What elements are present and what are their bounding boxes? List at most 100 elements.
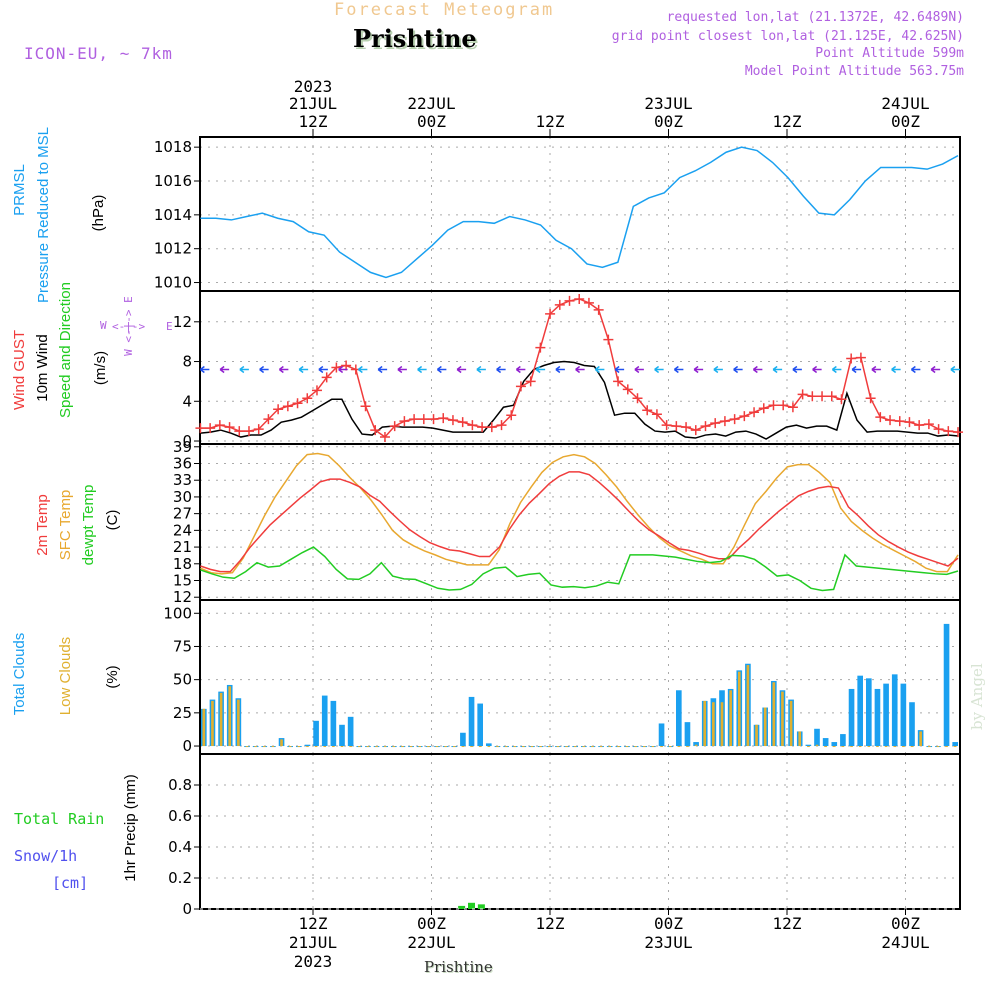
low-cloud-bar bbox=[729, 690, 732, 747]
wind-arrow bbox=[654, 365, 664, 374]
gust-marker bbox=[409, 414, 420, 425]
y-tick-label: 24 bbox=[173, 521, 192, 539]
low-cloud-bar bbox=[850, 746, 853, 748]
low-cloud-bar bbox=[470, 746, 473, 748]
label-2m-temp: 2m Temp bbox=[34, 494, 51, 555]
low-cloud-bar bbox=[323, 746, 327, 748]
gust-marker bbox=[719, 416, 730, 427]
top-time-date: 24JUL bbox=[881, 94, 929, 113]
gust-marker bbox=[506, 410, 517, 421]
low-cloud-bar bbox=[556, 746, 560, 748]
wind-arrow bbox=[239, 365, 249, 374]
low-cloud-bar bbox=[712, 702, 715, 747]
gust-marker bbox=[622, 384, 633, 395]
gust-marker bbox=[545, 308, 556, 319]
total-cloud-bar bbox=[866, 678, 872, 747]
gust-marker bbox=[865, 393, 876, 404]
label-prmsl: PRMSL bbox=[11, 164, 28, 216]
location-title: Prishtine bbox=[353, 24, 477, 53]
wind-arrow bbox=[693, 365, 704, 374]
wind-arrow bbox=[772, 365, 783, 374]
wind-arrow bbox=[792, 365, 802, 374]
top-time-hour: 00Z bbox=[891, 112, 920, 131]
gust-marker bbox=[690, 425, 701, 436]
gust-marker bbox=[477, 422, 488, 433]
total-cloud-bar bbox=[831, 742, 838, 747]
low-cloud-bar bbox=[427, 746, 430, 748]
gust-marker bbox=[515, 381, 526, 392]
point-altitude: Point Altitude 599m bbox=[815, 46, 964, 61]
gust-marker bbox=[370, 425, 381, 436]
gust-marker bbox=[768, 400, 779, 411]
y-tick-label: 36 bbox=[173, 455, 192, 473]
gust-marker bbox=[603, 334, 614, 345]
low-cloud-bar bbox=[625, 746, 629, 748]
temp-2m-line bbox=[200, 471, 959, 573]
gust-marker bbox=[826, 391, 837, 402]
low-cloud-bar bbox=[737, 671, 741, 747]
low-cloud-bar bbox=[383, 746, 387, 748]
gust-marker bbox=[564, 295, 575, 306]
y-tick-label: 1014 bbox=[154, 206, 192, 224]
gust-marker bbox=[438, 413, 449, 424]
grid-coords: grid point closest lon,lat (21.125E, 42.… bbox=[611, 29, 964, 44]
wind-arrow bbox=[259, 365, 269, 374]
low-cloud-bar bbox=[573, 746, 577, 748]
low-cloud-bar bbox=[642, 746, 646, 748]
gust-marker bbox=[739, 411, 750, 422]
label-ms: (m/s) bbox=[92, 351, 109, 385]
gust-marker bbox=[661, 420, 672, 431]
bottom-time-hour: 12Z bbox=[299, 914, 328, 933]
low-cloud-bar bbox=[651, 746, 655, 748]
wind-arrow bbox=[831, 365, 842, 374]
low-cloud-bar bbox=[841, 746, 845, 748]
gust-marker bbox=[195, 423, 206, 434]
bottom-time-hour: 12Z bbox=[536, 914, 565, 933]
gust-marker bbox=[778, 400, 789, 411]
label-snow: Snow/1h bbox=[14, 847, 77, 865]
gust-marker bbox=[749, 407, 760, 418]
gust-marker bbox=[729, 414, 740, 425]
y-tick-label: 30 bbox=[173, 488, 192, 506]
gust-marker bbox=[302, 393, 313, 404]
wind-arrow bbox=[614, 365, 625, 374]
low-cloud-bar bbox=[858, 746, 862, 748]
wind-arrow bbox=[673, 365, 684, 374]
low-cloud-bar bbox=[608, 746, 612, 748]
wind-arrow bbox=[634, 365, 644, 374]
wind-arrow bbox=[594, 365, 605, 374]
compass-w: W bbox=[100, 319, 107, 332]
low-cloud-bar bbox=[332, 746, 335, 748]
gust-marker bbox=[943, 426, 954, 437]
low-cloud-bar bbox=[513, 746, 517, 748]
low-cloud-bar bbox=[530, 746, 534, 748]
wind-gust-line bbox=[200, 298, 959, 439]
pressure-line bbox=[200, 146, 959, 279]
y-tick-label: 39 bbox=[173, 438, 192, 456]
total-cloud-bar bbox=[676, 690, 682, 747]
low-cloud-bar bbox=[496, 746, 499, 748]
wind-arrow bbox=[950, 365, 960, 374]
gust-marker bbox=[467, 420, 478, 431]
low-cloud-bar bbox=[219, 692, 223, 747]
gust-marker bbox=[807, 391, 818, 402]
model-altitude: Model Point Altitude 563.75m bbox=[744, 64, 964, 79]
total-cloud-bar bbox=[805, 744, 812, 747]
gust-marker bbox=[797, 389, 808, 400]
low-cloud-bar bbox=[401, 746, 404, 748]
gust-marker bbox=[583, 297, 594, 308]
wind-arrow bbox=[535, 365, 546, 374]
low-cloud-bar bbox=[547, 746, 551, 748]
forecast-title: Forecast Meteogram bbox=[334, 0, 555, 20]
low-cloud-bar bbox=[504, 746, 508, 748]
low-cloud-bar bbox=[781, 691, 784, 747]
total-cloud-bar bbox=[822, 738, 829, 747]
wind-arrow bbox=[377, 365, 388, 374]
low-cloud-bar bbox=[314, 746, 318, 748]
bottom-time-hour: 00Z bbox=[891, 914, 920, 933]
gust-marker bbox=[273, 404, 284, 415]
gust-marker bbox=[846, 353, 857, 364]
label-speed-direction: Speed and Direction bbox=[57, 282, 74, 418]
low-cloud-bar bbox=[435, 746, 439, 748]
label-sfc-temp: SFC Temp bbox=[57, 490, 74, 561]
